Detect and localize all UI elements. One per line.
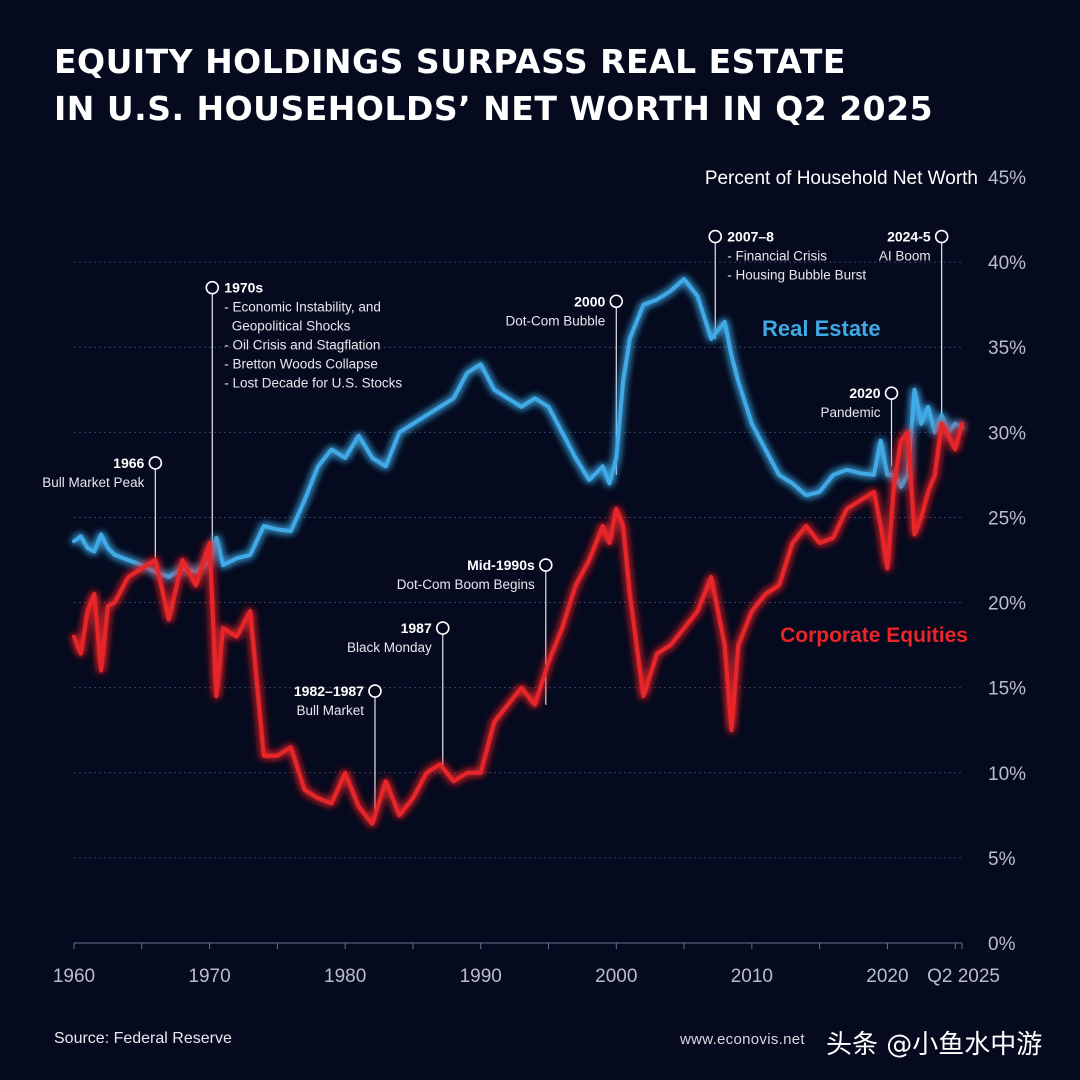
y-tick-label: 15%: [988, 679, 1026, 700]
y-tick-label: 40%: [988, 253, 1026, 274]
annotation-text: Dot-Com Bubble: [505, 313, 605, 328]
title-line-1: EQUITY HOLDINGS SURPASS REAL ESTATE: [54, 42, 846, 81]
annotation-text: - Housing Bubble Burst: [727, 268, 866, 283]
x-tick-label: 1960: [53, 966, 95, 987]
annotation-marker: [934, 229, 949, 244]
y-axis-title: Percent of Household Net Worth: [705, 168, 978, 189]
annotation-marker: [205, 280, 220, 295]
y-tick-label: 45%: [988, 168, 1026, 189]
title-line-2: IN U.S. HOUSEHOLDS’ NET WORTH IN Q2 2025: [54, 89, 934, 128]
annotation-title: 2007–8: [727, 229, 774, 245]
annotation-marker: [609, 294, 624, 309]
annotation-title: 2020: [849, 385, 880, 401]
website-link[interactable]: www.econovis.net: [680, 1031, 805, 1048]
annotation-marker: [368, 684, 382, 698]
x-tick-label: Q2 2025: [927, 966, 1000, 987]
x-tick-label: 2000: [595, 966, 637, 987]
x-tick-label: 2020: [866, 966, 908, 987]
axes: 0% 5% 10% 15% 20% 25% 30% 35% 40% 45% Percent of H…: [53, 168, 1026, 987]
annotation-leader-lines: [154, 242, 943, 821]
annotation-title: 1982–1987: [294, 683, 364, 699]
corporate-equities-label: Corporate Equities: [780, 624, 968, 647]
annotations: 1966 Bull Market Peak 1970s - Economic Inst…: [42, 229, 949, 718]
annotation-title: Mid-1990s: [467, 557, 535, 573]
annotation-text: AI Boom: [879, 249, 931, 264]
annotation-text: - Oil Crisis and Stagflation: [224, 338, 380, 353]
annotation-text: Geopolitical Shocks: [224, 319, 350, 334]
gridlines: [74, 261, 962, 859]
real-estate-label: Real Estate: [762, 316, 881, 341]
x-tick-label: 2010: [731, 966, 773, 987]
watermark: 头条 @小鱼水中游: [826, 1030, 1043, 1060]
annotation-title: 2024-5: [887, 229, 931, 245]
series-lines: [72, 277, 964, 826]
source-note: Source: Federal Reserve: [54, 1030, 232, 1047]
y-tick-label: 5%: [988, 849, 1016, 870]
annotation-text: Pandemic: [820, 405, 880, 420]
annotation-text: Bull Market: [296, 703, 364, 718]
corporate-equities-line: [72, 421, 964, 826]
annotation-title: 2000: [574, 293, 605, 309]
annotation-text: - Financial Crisis: [727, 249, 827, 264]
x-tick-label: 1990: [460, 966, 502, 987]
annotation-marker: [148, 456, 163, 470]
annotation-title: 1970s: [224, 280, 263, 296]
y-tick-label: 20%: [988, 594, 1026, 615]
annotation-marker: [884, 386, 899, 400]
annotation-text: Dot-Com Boom Begins: [397, 577, 535, 592]
annotation-text: - Economic Instability, and: [224, 300, 381, 315]
x-tick-label: 1970: [188, 966, 230, 987]
annotation-marker: [435, 621, 450, 635]
y-tick-label: 0%: [988, 934, 1016, 955]
annotation-marker: [708, 229, 723, 244]
annotation-title: 1987: [401, 620, 432, 636]
y-tick-label: 25%: [988, 508, 1026, 529]
annotation-marker: [538, 558, 553, 572]
annotation-text: - Bretton Woods Collapse: [224, 357, 378, 372]
y-tick-label: 35%: [988, 338, 1026, 359]
x-tick-label: 1980: [324, 966, 366, 987]
y-tick-label: 10%: [988, 764, 1026, 785]
annotation-title: 1966: [113, 455, 144, 471]
chart-title: EQUITY HOLDINGS SURPASS REAL ESTATE IN U…: [54, 38, 1034, 132]
annotation-text: Bull Market Peak: [42, 475, 144, 490]
y-tick-label: 30%: [988, 423, 1026, 444]
annotation-text: - Lost Decade for U.S. Stocks: [224, 376, 402, 391]
series-labels: Real Estate Corporate Equities: [762, 316, 968, 647]
annotation-text: Black Monday: [347, 640, 432, 655]
